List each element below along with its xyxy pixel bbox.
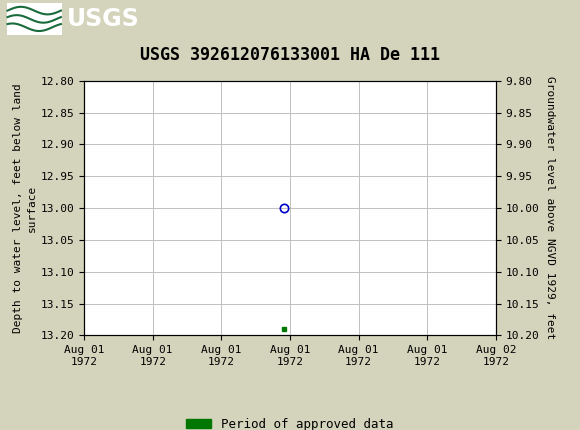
Y-axis label: Depth to water level, feet below land
surface: Depth to water level, feet below land su…: [13, 83, 37, 333]
Text: USGS: USGS: [67, 7, 139, 31]
FancyBboxPatch shape: [7, 3, 62, 35]
Y-axis label: Groundwater level above NGVD 1929, feet: Groundwater level above NGVD 1929, feet: [545, 77, 555, 340]
Text: USGS 392612076133001 HA De 111: USGS 392612076133001 HA De 111: [140, 46, 440, 64]
Legend: Period of approved data: Period of approved data: [181, 413, 399, 430]
